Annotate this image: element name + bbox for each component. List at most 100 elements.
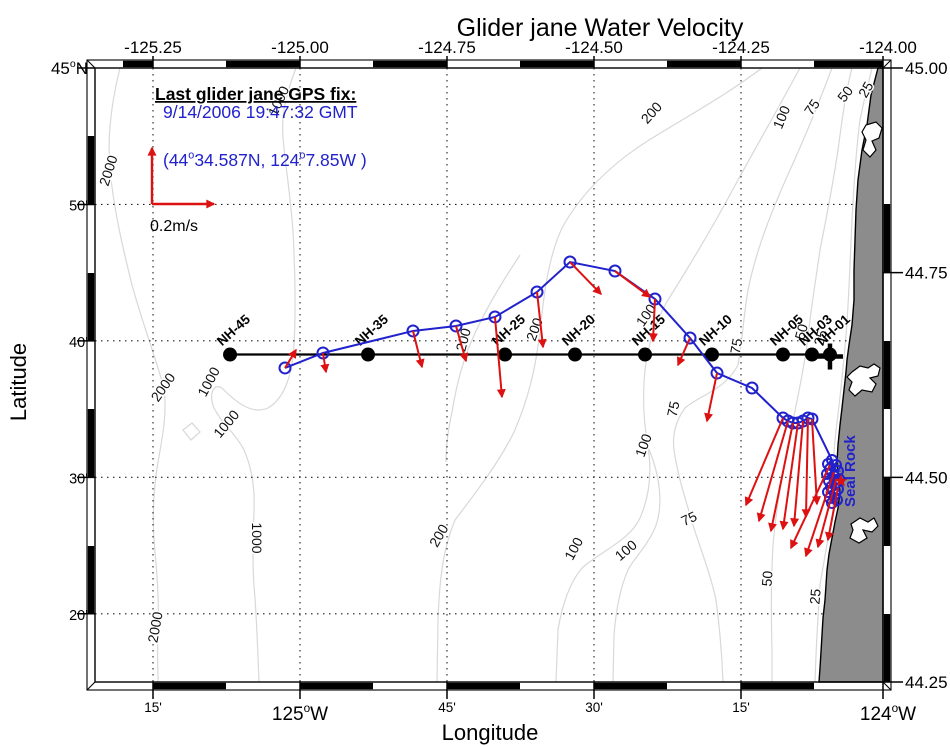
right-axis-tick-label: 44.50 (905, 468, 948, 487)
corner-bevel-tr (882, 59, 892, 69)
velocity-vector (756, 420, 789, 523)
bottom-axis-tick-label: 45' (438, 700, 456, 715)
contour-200m (436, 67, 763, 683)
velocity-vector (569, 261, 602, 296)
contour-2000m (108, 67, 166, 683)
contour-200m-b (445, 254, 521, 463)
right-axis-tick-label: 44.75 (905, 264, 948, 283)
velocity-vector (455, 325, 469, 363)
station-dot-nh-35 (361, 347, 376, 362)
velocity-vector (320, 352, 330, 374)
glider-waypoint (683, 331, 697, 345)
depth-label-25m: 25 (806, 588, 823, 605)
depth-label-2000m: 2000 (96, 153, 121, 188)
depth-label-50m: 50 (791, 322, 811, 341)
top-axis-tick-label: -125.25 (124, 38, 182, 57)
velocity-vector (779, 422, 799, 531)
velocity-vector (790, 464, 831, 550)
station-label-nh-45: NH-45 (214, 311, 253, 349)
velocity-vector (614, 270, 652, 298)
depth-label-2000m: 2000 (144, 610, 165, 644)
bottom-axis-tick-label: 30' (585, 700, 603, 715)
velocity-vector (284, 348, 297, 369)
contour-1000m (211, 67, 297, 683)
station-label-nh-20: NH-20 (559, 312, 598, 349)
bottom-axis-tick-label: 124oW (860, 702, 916, 725)
velocity-vector (704, 372, 718, 423)
depth-label-25m: 25 (810, 328, 830, 347)
glider-waypoint (563, 255, 577, 269)
corner-bevel-br (882, 681, 892, 691)
left-axis-tick-label: 45oN (51, 58, 88, 78)
coastline-land (818, 67, 884, 683)
right-axis-tick-label: 45.00 (905, 59, 948, 78)
left-axis-tick-label: 30' (69, 471, 88, 487)
top-axis-tick-label: -124.25 (712, 38, 770, 57)
left-axis-tick-label: 40' (69, 335, 88, 351)
glider-waypoint (608, 264, 622, 278)
velocity-vector (815, 479, 837, 549)
gps-fix-coordinates: (44o34.587N, 124o7.85W ) (163, 150, 367, 170)
x-axis-title: Longitude (442, 720, 539, 745)
glider-waypoint (406, 324, 420, 338)
station-label-nh-35: NH-35 (352, 311, 391, 349)
gps-fix-heading: Last glider jane GPS fix: (155, 84, 356, 104)
velocity-vector (810, 418, 822, 506)
depth-label-1000m: 1000 (249, 522, 265, 553)
corner-bevel-bl (86, 681, 96, 691)
depth-label-100m: 100 (770, 103, 794, 131)
bottom-axis-tick-label: 125oW (272, 702, 328, 725)
depth-label-200m: 200 (426, 521, 452, 549)
depth-label-2000m: 2000 (147, 370, 178, 405)
map-frame (86, 59, 892, 691)
depth-label-75m: 75 (678, 508, 699, 529)
depth-label-50m: 50 (758, 570, 775, 587)
annotations: Glider jane Water Velocity Longitude Lat… (6, 14, 859, 745)
station-dot-nh-10 (705, 347, 720, 362)
glider-waypoint (449, 319, 463, 333)
station-dot-nh-20 (568, 347, 583, 362)
glider-track (278, 255, 845, 509)
velocity-vector (412, 330, 425, 369)
inner-frame (94, 67, 884, 683)
bathymetry-contours (108, 67, 873, 683)
axis-tick-labels: -125.25 -125.00 -124.75 -124.50 -124.25 -124.… (51, 38, 948, 725)
top-axis-tick-label: -124.50 (565, 38, 623, 57)
scale-arrow-label: 0.2m/s (150, 218, 198, 235)
velocity-vector (648, 298, 658, 343)
frame-border-segments (87, 60, 891, 690)
depth-label-200m: 200 (638, 98, 666, 126)
contour-50m (770, 67, 853, 682)
contour-75m (672, 67, 833, 683)
velocity-vector (768, 422, 794, 533)
station-dot-nh-03 (804, 347, 819, 362)
top-axis-tick-label: -125.00 (271, 38, 329, 57)
bottom-axis-tick-label: 15' (732, 700, 750, 715)
contour-100m (555, 67, 801, 683)
depth-label-50m: 50 (834, 83, 856, 105)
station-dot-nh-45 (223, 347, 238, 362)
bottom-axis-tick-label: 15' (144, 700, 162, 715)
left-axis-tick-label: 50' (69, 198, 88, 214)
corner-bevel-tl (86, 59, 96, 69)
glider-waypoint (710, 366, 724, 380)
velocity-vector (677, 337, 691, 367)
top-axis-tick-label: -124.00 (859, 38, 917, 57)
velocity-vector (824, 487, 839, 542)
last-fix-star-marker (834, 474, 848, 487)
glider-waypoint (278, 361, 292, 375)
depth-label-1000m: 1000 (210, 407, 242, 441)
right-axis-tick-label: 44.25 (905, 673, 948, 692)
station-dot-nh-05 (775, 347, 790, 362)
velocity-vector (801, 417, 811, 519)
depth-label-100m: 100 (561, 534, 586, 562)
glider-waypoint (745, 381, 759, 395)
contour-1000m-loop (182, 422, 201, 441)
chart-title: Glider jane Water Velocity (457, 14, 744, 42)
top-axis-tick-label: -124.75 (418, 38, 476, 57)
velocity-vector (536, 291, 547, 349)
estuary-alsea (849, 517, 879, 544)
gps-fix-datetime: 9/14/2006 19:47:32 GMT (163, 102, 358, 122)
